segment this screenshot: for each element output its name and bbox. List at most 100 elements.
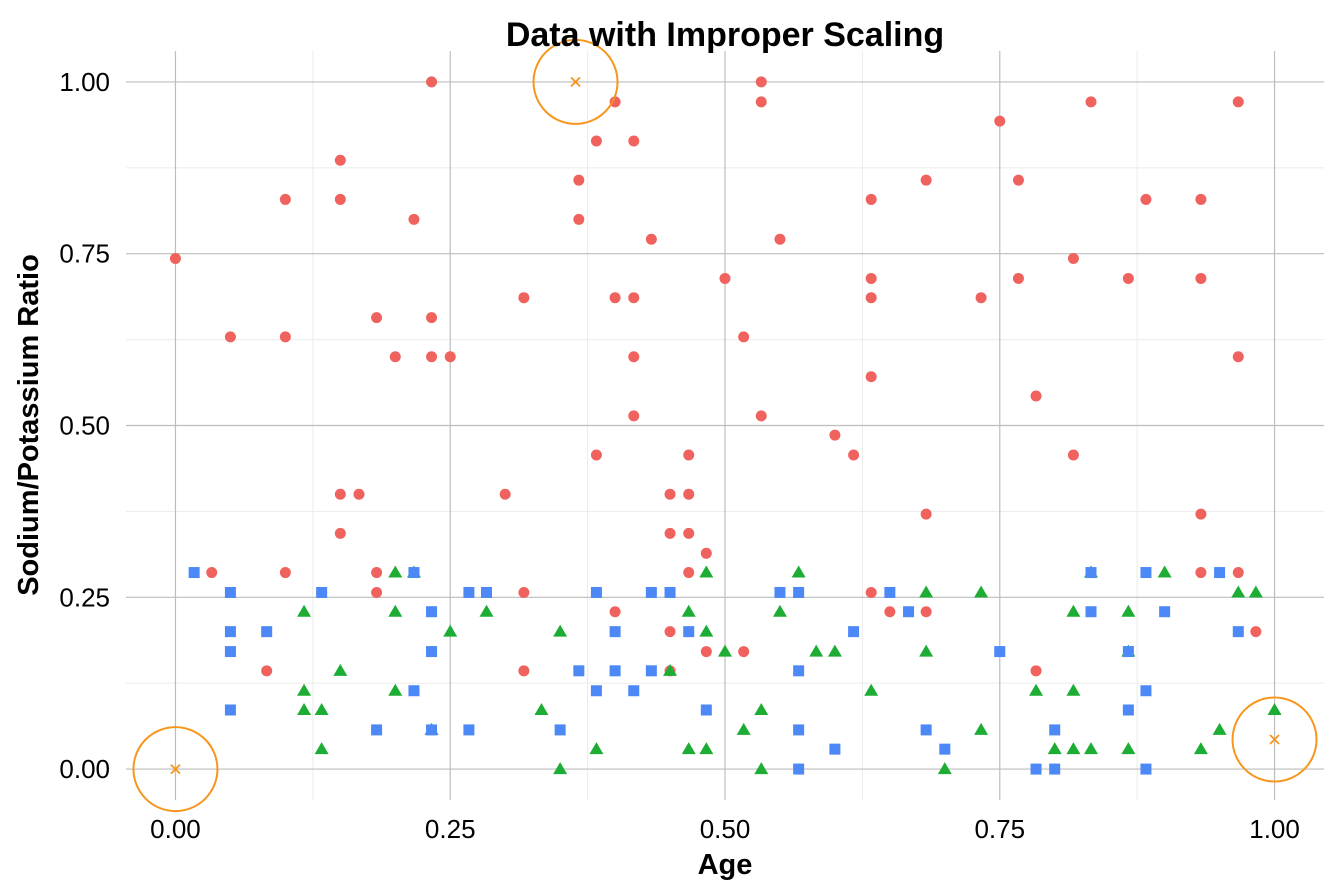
data-point-triangle: [754, 702, 769, 715]
data-point-circle: [371, 586, 383, 598]
data-point-square: [1159, 606, 1171, 618]
data-point-triangle: [681, 604, 696, 617]
data-point-circle: [389, 351, 401, 363]
data-point-circle: [848, 449, 860, 461]
data-point-circle: [518, 586, 530, 598]
data-point-circle: [628, 292, 640, 304]
y-tick-label: 0.75: [59, 239, 110, 269]
data-point-square: [645, 586, 657, 598]
data-point-square: [1122, 646, 1134, 658]
y-axis-title: Sodium/Potassium Ratio: [13, 254, 45, 596]
data-point-triangle: [1121, 604, 1136, 617]
data-point-square: [408, 685, 420, 697]
data-point-square: [793, 763, 805, 775]
data-point-circle: [994, 115, 1006, 127]
data-point-circle: [1012, 174, 1024, 186]
data-point-circle: [865, 292, 877, 304]
y-tick-label: 0.00: [59, 754, 110, 784]
data-point-circle: [1140, 193, 1152, 205]
data-point-triangle: [1029, 683, 1044, 696]
data-point-circle: [865, 272, 877, 284]
data-point-square: [590, 586, 602, 598]
data-point-square: [463, 586, 475, 598]
data-point-square: [261, 626, 273, 638]
data-point-circle: [1067, 449, 1079, 461]
x-tick-label: 1.00: [1249, 814, 1300, 844]
data-point-square: [774, 586, 786, 598]
x-axis-title: Age: [698, 849, 753, 881]
data-point-triangle: [1121, 742, 1136, 755]
data-point-square: [426, 606, 438, 618]
data-point-circle: [573, 213, 585, 225]
data-point-square: [408, 567, 420, 579]
data-point-circle: [664, 626, 676, 638]
data-point-square: [700, 704, 712, 716]
data-point-circle: [609, 292, 621, 304]
data-point-square: [793, 586, 805, 598]
data-point-square: [645, 665, 657, 677]
data-point-triangle: [864, 683, 879, 696]
data-point-circle: [920, 508, 932, 520]
data-point-triangle: [791, 565, 806, 578]
data-point-square: [463, 724, 475, 736]
data-point-circle: [444, 351, 456, 363]
data-point-square: [793, 724, 805, 736]
data-point-circle: [1250, 626, 1262, 638]
data-point-circle: [920, 606, 932, 618]
data-point-circle: [683, 488, 695, 500]
data-point-square: [903, 606, 915, 618]
data-point-circle: [609, 606, 621, 618]
data-point-circle: [628, 135, 640, 147]
data-point-circle: [829, 429, 841, 441]
data-point-circle: [426, 312, 438, 324]
data-point-triangle: [1066, 742, 1081, 755]
data-point-square: [793, 665, 805, 677]
data-point-square: [683, 626, 695, 638]
data-point-square: [554, 724, 566, 736]
grid: [126, 51, 1324, 800]
data-point-triangle: [314, 702, 329, 715]
data-point-circle: [865, 193, 877, 205]
data-point-circle: [609, 96, 621, 108]
highlight-x-marker: [1269, 734, 1280, 745]
data-point-square: [224, 704, 236, 716]
data-point-circle: [628, 351, 640, 363]
data-point-circle: [975, 292, 987, 304]
data-point-triangle: [827, 644, 842, 657]
data-point-square: [590, 685, 602, 697]
data-point-circle: [1195, 567, 1207, 579]
data-point-circle: [224, 331, 236, 343]
data-point-circle: [353, 488, 365, 500]
data-point-square: [664, 586, 676, 598]
data-point-triangle: [1193, 742, 1208, 755]
data-point-triangle: [553, 624, 568, 637]
highlight-circle: [532, 38, 619, 125]
data-point-circle: [1012, 272, 1024, 284]
data-point-circle: [261, 665, 273, 677]
data-point-triangle: [553, 762, 568, 775]
data-point-circle: [738, 646, 750, 658]
data-point-square: [1140, 685, 1152, 697]
data-point-circle: [755, 96, 767, 108]
data-point-square: [848, 626, 860, 638]
data-point-square: [1030, 763, 1042, 775]
data-point-circle: [1195, 193, 1207, 205]
data-point-circle: [1232, 351, 1244, 363]
data-point-triangle: [919, 644, 934, 657]
data-point-square: [609, 665, 621, 677]
y-tick-label: 0.25: [59, 582, 110, 612]
data-point-circle: [1122, 272, 1134, 284]
data-point-circle: [755, 410, 767, 422]
data-point-square: [920, 724, 932, 736]
data-point-square: [371, 724, 383, 736]
x-tick-label: 0.75: [974, 814, 1025, 844]
data-point-square: [224, 586, 236, 598]
data-point-circle: [206, 567, 218, 579]
data-point-square: [1140, 763, 1152, 775]
data-point-circle: [683, 527, 695, 539]
data-point-square: [1049, 724, 1061, 736]
data-point-circle: [334, 527, 346, 539]
data-point-square: [1049, 763, 1061, 775]
data-point-square: [426, 724, 438, 736]
